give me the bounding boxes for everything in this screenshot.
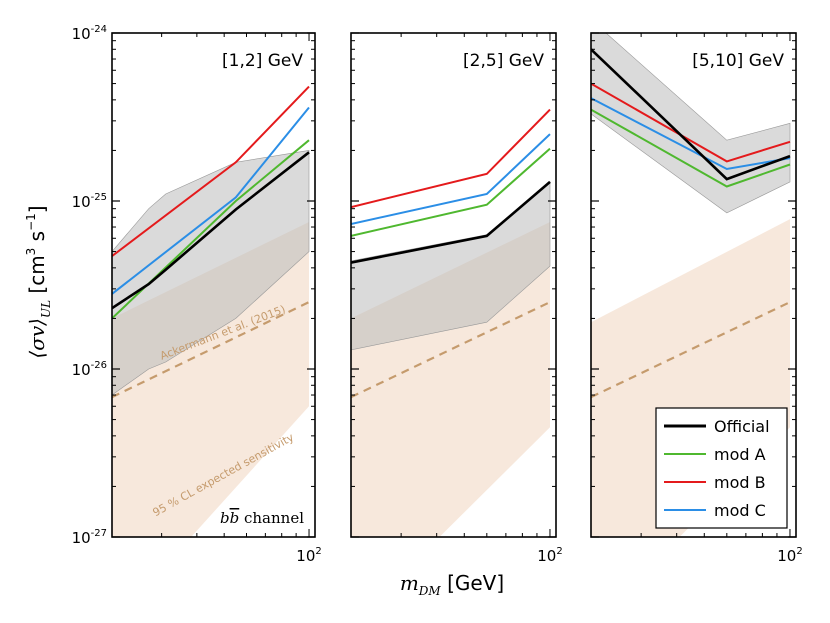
y-tick-label: 10-27 bbox=[72, 528, 107, 547]
x-tick-label: 102 bbox=[296, 546, 321, 565]
panel-title: [2,5] GeV bbox=[463, 51, 544, 71]
official-band bbox=[591, 33, 791, 214]
x-tick-label: 102 bbox=[777, 546, 802, 565]
modC-line bbox=[351, 133, 551, 225]
legend: Official mod A mod B mod C bbox=[655, 407, 788, 529]
y-tick-label: 10-24 bbox=[72, 24, 107, 43]
svg-text:mDM [GeV]: mDM [GeV] bbox=[400, 571, 504, 598]
ackermann-line bbox=[351, 301, 551, 399]
y-tick-label: 10-26 bbox=[72, 360, 107, 379]
modB-line bbox=[351, 108, 551, 209]
modB-line bbox=[112, 85, 310, 257]
modC-line bbox=[112, 106, 310, 295]
modA-line bbox=[591, 108, 791, 188]
panel-1: Ackermann et al. (2015)95 % CL expected … bbox=[72, 24, 322, 565]
modB-line bbox=[591, 82, 791, 163]
official-line bbox=[112, 151, 310, 310]
y-axis-label: ⟨σv⟩UL [cm3 s−1] bbox=[24, 205, 53, 358]
legend-label-official: Official bbox=[714, 417, 770, 436]
legend-box bbox=[655, 407, 788, 529]
legend-label-modB: mod B bbox=[714, 473, 766, 492]
legend-label-modC: mod C bbox=[714, 501, 766, 520]
ackermann-line bbox=[112, 301, 310, 399]
legend-label-modA: mod A bbox=[714, 445, 766, 464]
modA-line bbox=[351, 147, 551, 237]
channel-label: bb channel bbox=[220, 509, 304, 527]
official-line bbox=[351, 180, 551, 264]
x-tick-label: 102 bbox=[537, 546, 562, 565]
panel-frame bbox=[111, 32, 316, 538]
panel-title: [5,10] GeV bbox=[692, 51, 784, 71]
x-axis-label: mDM [GeV] bbox=[400, 571, 504, 598]
svg-text:⟨σv⟩UL [cm3 s−1]: ⟨σv⟩UL [cm3 s−1] bbox=[24, 205, 53, 358]
panel-frame bbox=[590, 32, 797, 538]
ackermann-line bbox=[591, 301, 791, 399]
modC-line bbox=[591, 97, 791, 171]
panel-3: 102 [5,10] GeV bbox=[590, 32, 803, 565]
y-tick-label: 10-25 bbox=[72, 192, 107, 211]
panel-frame bbox=[350, 32, 557, 538]
panel-2: 102 [2,5] GeV bbox=[350, 32, 563, 565]
official-line bbox=[591, 48, 791, 181]
official-band bbox=[112, 150, 310, 396]
panel-title: [1,2] GeV bbox=[222, 51, 303, 71]
